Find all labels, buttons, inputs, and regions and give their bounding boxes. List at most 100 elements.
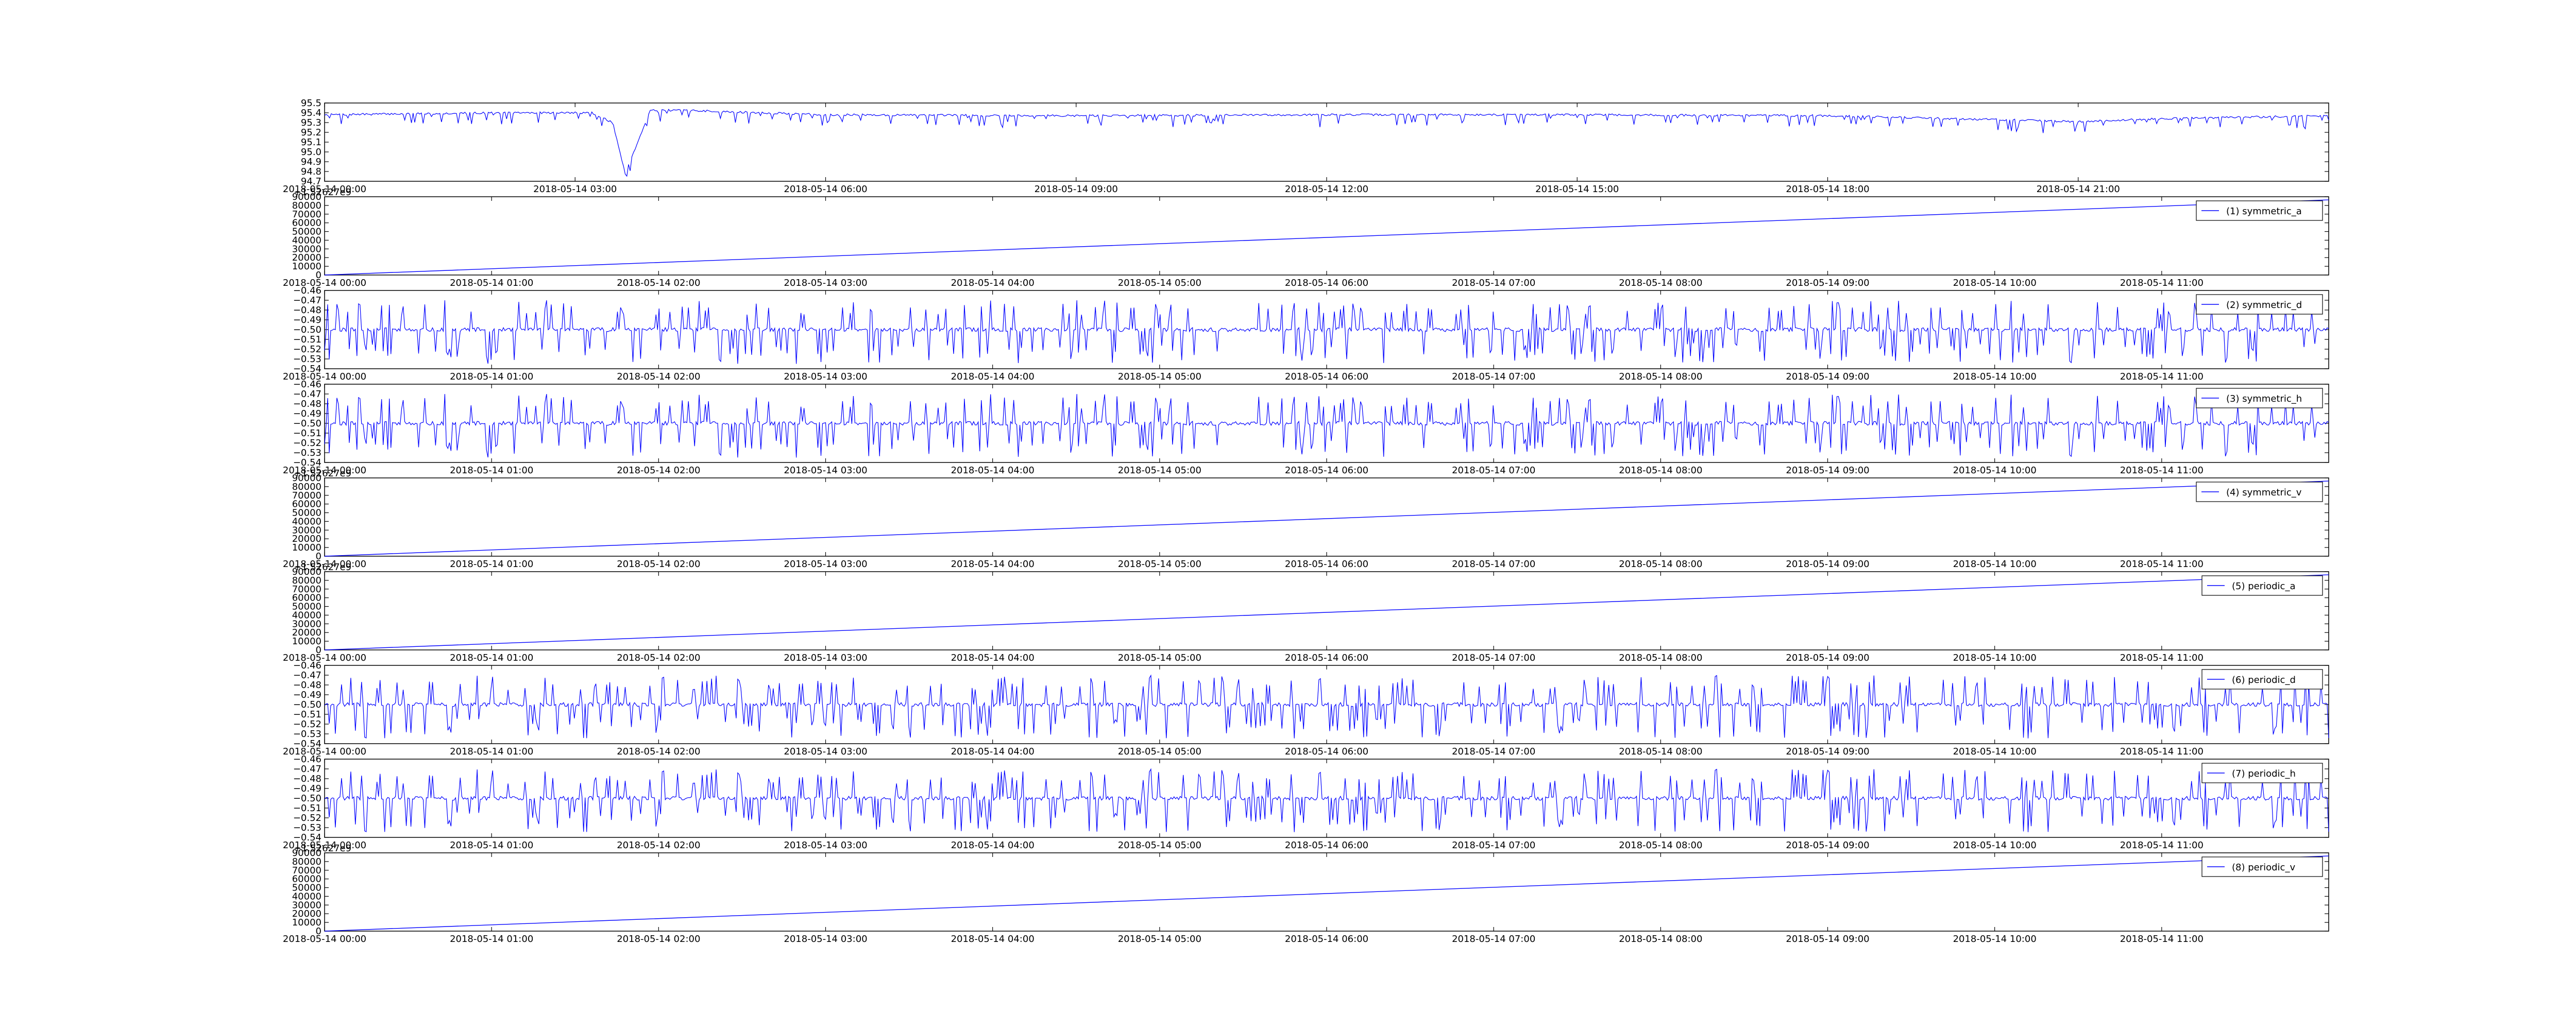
x-tick-label: 2018-05-14 02:00 [617, 278, 700, 288]
x-tick-label: 2018-05-14 00:00 [283, 371, 366, 382]
y-tick-label: 50000 [292, 602, 321, 612]
y-tick-label: 50000 [292, 508, 321, 519]
y-tick-label: 10000 [292, 261, 321, 272]
legend-label: (1) symmetric_a [2226, 206, 2302, 217]
y-tick-label: −0.47 [293, 764, 321, 775]
x-tick-label: 2018-05-14 00:00 [283, 653, 366, 663]
x-tick-label: 2018-05-14 02:00 [617, 746, 700, 757]
y-tick-label: 0 [316, 645, 321, 656]
x-tick-label: 2018-05-14 01:00 [450, 840, 533, 851]
y-tick-label: 60000 [292, 499, 321, 510]
subplot-p6: −0.54−0.53−0.52−0.51−0.50−0.49−0.48−0.47… [283, 660, 2329, 757]
y-tick-label: 94.7 [301, 176, 321, 187]
y-tick-label: 40000 [292, 891, 321, 902]
x-tick-label: 2018-05-14 06:00 [1285, 559, 1368, 570]
x-tick-label: 2018-05-14 11:00 [2120, 371, 2204, 382]
y-tick-label: −0.49 [293, 408, 321, 419]
subplot-stack: 94.794.894.995.095.195.295.395.495.5 2018… [283, 98, 2329, 945]
y-tick-label: −0.48 [293, 774, 321, 784]
x-tick-label: 2018-05-14 09:00 [1786, 278, 1869, 288]
y-tick-label: 10000 [292, 636, 321, 647]
y-tick-label: −0.51 [293, 803, 321, 814]
x-tick-label: 2018-05-14 04:00 [951, 934, 1035, 945]
x-tick-label: 2018-05-14 11:00 [2120, 278, 2204, 288]
y-tick-label: −0.50 [293, 793, 321, 804]
x-tick-label: 2018-05-14 03:00 [533, 184, 617, 195]
x-tick-label: 2018-05-14 08:00 [1619, 653, 1702, 663]
x-tick-label: 2018-05-14 02:00 [617, 840, 700, 851]
x-tick-label: 2018-05-14 07:00 [1452, 653, 1535, 663]
x-tick-label: 2018-05-14 06:00 [1285, 371, 1368, 382]
x-tick-label: 2018-05-14 05:00 [1118, 746, 1201, 757]
y-tick-label: 95.5 [301, 98, 321, 109]
y-tick-label: −0.53 [293, 448, 321, 458]
x-tick-label: 2018-05-14 01:00 [450, 934, 533, 945]
x-tick-label: 2018-05-14 06:00 [1285, 746, 1368, 757]
subplot-p1: 0100002000030000400005000060000700008000… [283, 187, 2329, 288]
x-tick-label: 2018-05-14 06:00 [1285, 653, 1368, 663]
y-tick-label: 95.4 [301, 108, 321, 118]
x-tick-label: 2018-05-14 11:00 [2120, 465, 2204, 476]
y-tick-label: −0.49 [293, 315, 321, 325]
y-tick-label: 95.0 [301, 147, 321, 158]
y-tick-label: −0.53 [293, 822, 321, 833]
x-tick-label: 2018-05-14 18:00 [1786, 184, 1869, 195]
x-tick-label: 2018-05-14 06:00 [1285, 840, 1368, 851]
y-tick-label: 94.8 [301, 166, 321, 177]
x-tick-label: 2018-05-14 01:00 [450, 653, 533, 663]
x-tick-label: 2018-05-14 04:00 [951, 559, 1035, 570]
series-line-p6 [324, 674, 2329, 739]
y-tick-label: 95.1 [301, 137, 321, 148]
x-tick-label: 2018-05-14 12:00 [1285, 184, 1368, 195]
x-tick-label: 2018-05-14 01:00 [450, 746, 533, 757]
y-tick-label: −0.50 [293, 699, 321, 710]
x-tick-label: 2018-05-14 11:00 [2120, 746, 2204, 757]
x-tick-label: 2018-05-14 02:00 [617, 934, 700, 945]
series-line-p2 [324, 300, 2329, 364]
subplot-p5: 0100002000030000400005000060000700008000… [283, 562, 2329, 663]
x-tick-label: 2018-05-14 05:00 [1118, 559, 1201, 570]
x-tick-label: 2018-05-14 07:00 [1452, 465, 1535, 476]
y-tick-label: −0.53 [293, 354, 321, 365]
x-tick-label: 2018-05-14 06:00 [1285, 934, 1368, 945]
x-tick-label: 2018-05-14 09:00 [1786, 371, 1869, 382]
x-tick-label: 2018-05-14 11:00 [2120, 840, 2204, 851]
legend-label: (5) periodic_a [2232, 581, 2296, 592]
y-tick-label: 0 [316, 270, 321, 281]
x-tick-label: 2018-05-14 03:00 [784, 371, 867, 382]
x-tick-label: 2018-05-14 10:00 [1953, 278, 2037, 288]
y-tick-label: −0.47 [293, 295, 321, 306]
x-tick-label: 2018-05-14 05:00 [1118, 278, 1201, 288]
y-tick-label: 80000 [292, 482, 321, 492]
x-tick-label: 2018-05-14 01:00 [450, 559, 533, 570]
x-tick-label: 2018-05-14 05:00 [1118, 465, 1201, 476]
x-tick-label: 2018-05-14 08:00 [1619, 840, 1702, 851]
x-tick-label: 2018-05-14 01:00 [450, 465, 533, 476]
y-tick-label: 94.9 [301, 157, 321, 167]
y-tick-label: 20000 [292, 627, 321, 638]
axis-offset-label: +1.52627e9 [294, 562, 351, 573]
x-tick-label: 2018-05-14 09:00 [1786, 934, 1869, 945]
y-tick-label: −0.51 [293, 428, 321, 439]
x-tick-label: 2018-05-14 07:00 [1452, 840, 1535, 851]
y-tick-label: 30000 [292, 900, 321, 911]
y-tick-label: 10000 [292, 542, 321, 553]
x-tick-label: 2018-05-14 01:00 [450, 371, 533, 382]
series-line-p5 [324, 574, 2329, 650]
y-tick-label: 20000 [292, 252, 321, 263]
y-tick-label: 0 [316, 551, 321, 562]
axis-offset-label: +1.52627e9 [294, 187, 351, 198]
y-tick-label: 70000 [292, 584, 321, 595]
y-tick-label: 95.2 [301, 127, 321, 138]
y-tick-label: −0.51 [293, 334, 321, 345]
x-tick-label: 2018-05-14 07:00 [1452, 559, 1535, 570]
x-tick-label: 2018-05-14 00:00 [283, 465, 366, 476]
x-tick-label: 2018-05-14 04:00 [951, 278, 1035, 288]
x-tick-label: 2018-05-14 00:00 [283, 934, 366, 945]
x-tick-label: 2018-05-14 03:00 [784, 653, 867, 663]
x-tick-label: 2018-05-14 10:00 [1953, 840, 2037, 851]
x-tick-label: 2018-05-14 03:00 [784, 465, 867, 476]
x-tick-label: 2018-05-14 03:00 [784, 840, 867, 851]
x-tick-label: 2018-05-14 06:00 [1285, 278, 1368, 288]
